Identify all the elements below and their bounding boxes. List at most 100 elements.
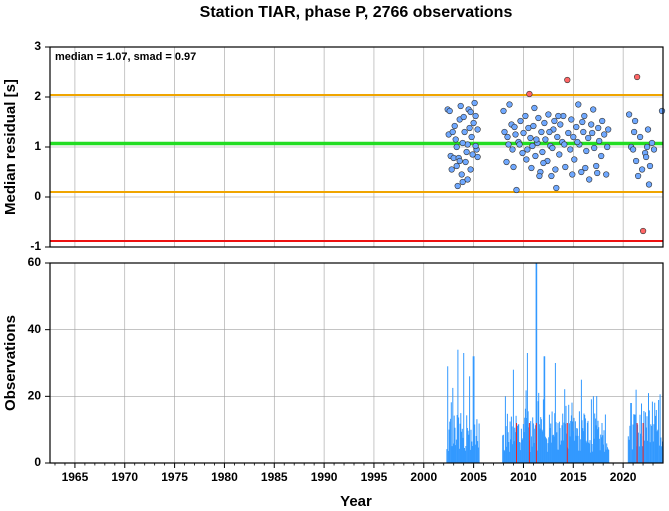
data-point-112 — [549, 144, 556, 152]
data-point-143 — [658, 107, 666, 115]
data-point-39 — [501, 128, 508, 136]
data-point-130 — [631, 117, 639, 125]
x-axis-label: Year — [340, 493, 372, 510]
data-point-111 — [540, 159, 547, 167]
data-point-146 — [642, 153, 650, 161]
data-point-17 — [462, 158, 469, 166]
data-point-144 — [645, 181, 653, 188]
data-point-9 — [454, 182, 461, 190]
data-point-35 — [467, 108, 474, 116]
data-point-21 — [466, 124, 473, 132]
data-point-56 — [528, 164, 535, 172]
data-point-33 — [472, 142, 479, 150]
data-point-57 — [530, 122, 537, 130]
data-point-46 — [513, 186, 520, 194]
data-point-72 — [551, 117, 558, 125]
data-point-82 — [567, 146, 574, 153]
data-point-14 — [459, 178, 466, 186]
x-tick-label-2020: 2020 — [610, 470, 637, 484]
data-point-120 — [504, 133, 511, 141]
median-smad-annotation: median = 1.07, smad = 0.97 — [55, 51, 196, 63]
data-point-98 — [593, 162, 600, 170]
data-point-36 — [456, 157, 463, 165]
data-point-115 — [569, 171, 576, 178]
bottom-y-tick-label-0: 0 — [34, 455, 41, 469]
data-point-104 — [603, 171, 610, 178]
data-point-140 — [646, 162, 654, 170]
data-point-42 — [506, 101, 513, 108]
data-point-101 — [598, 152, 605, 160]
data-point-1 — [446, 107, 453, 115]
x-ticks: 1965 1970 1975 1980 1985 1990 1995 2000 2005 2010… — [54, 463, 654, 484]
x-tick-label-1970: 1970 — [111, 470, 138, 484]
data-point-126 — [579, 118, 586, 126]
data-point-139 — [644, 126, 652, 133]
data-point-145 — [630, 128, 638, 136]
data-point-100 — [596, 137, 603, 145]
data-point-7 — [452, 136, 459, 143]
data-point-116 — [574, 138, 581, 146]
data-point-59 — [532, 152, 539, 160]
top-y-tick-label-2: 2 — [34, 89, 41, 103]
top-y-axis-label: Median residual [s] — [2, 79, 19, 215]
data-point-135 — [638, 166, 646, 173]
data-point-118 — [589, 129, 596, 137]
data-point-122 — [529, 142, 536, 150]
data-point-87 — [575, 101, 582, 108]
bottom-y-ticks: 0 20 40 60 — [28, 255, 50, 469]
data-point-66 — [542, 136, 549, 143]
data-point-16 — [461, 128, 468, 136]
x-tick-label-2015: 2015 — [560, 470, 587, 484]
data-point-86 — [573, 123, 580, 131]
data-point-65 — [541, 119, 548, 127]
data-point-113 — [555, 112, 562, 120]
data-point-52 — [524, 146, 531, 153]
data-point-89 — [578, 168, 585, 176]
data-point-32 — [464, 176, 471, 183]
data-point-30 — [453, 143, 460, 151]
data-point-70 — [548, 172, 555, 180]
data-point-131 — [632, 157, 640, 165]
x-tick-label-2010: 2010 — [510, 470, 537, 484]
data-point-4 — [448, 166, 455, 173]
data-point-51 — [522, 112, 529, 120]
top-scatter-points — [444, 73, 666, 235]
data-point-141 — [648, 139, 656, 147]
data-point-90 — [580, 128, 587, 136]
data-point-40 — [503, 158, 510, 166]
data-point-138 — [643, 143, 651, 151]
observation-bars — [446, 263, 663, 463]
x-tick-label-1980: 1980 — [211, 470, 238, 484]
data-point-75 — [556, 151, 563, 158]
data-point-8 — [453, 162, 460, 170]
data-point-123 — [536, 172, 543, 180]
data-point-136 — [639, 227, 647, 235]
data-point-105 — [604, 143, 611, 151]
data-point-38 — [500, 107, 507, 115]
data-point-110 — [533, 136, 540, 143]
data-point-12 — [457, 102, 464, 110]
data-point-94 — [586, 176, 593, 183]
data-point-54 — [526, 90, 533, 98]
data-point-119 — [594, 169, 601, 177]
data-point-132 — [633, 73, 641, 81]
data-point-45 — [512, 131, 519, 138]
data-point-6 — [451, 122, 458, 130]
top-y-ticks: -1 0 1 2 3 — [30, 39, 50, 253]
data-point-68 — [545, 111, 552, 118]
data-point-26 — [471, 99, 478, 107]
data-point-41 — [505, 141, 512, 148]
data-point-79 — [562, 163, 569, 171]
data-point-95 — [588, 121, 595, 128]
data-point-18 — [463, 148, 470, 156]
chart-title: Station TIAR, phase P, 2766 observations — [200, 4, 513, 21]
data-point-50 — [520, 129, 527, 137]
bottom-y-tick-label-60: 60 — [28, 255, 42, 269]
top-panel: -1 0 1 2 3 median = 1.07, smad = 0.97 Median… — [2, 39, 666, 253]
bottom-plot-area — [50, 263, 663, 463]
data-point-55 — [527, 134, 534, 142]
data-point-121 — [511, 123, 518, 131]
data-point-106 — [605, 126, 612, 133]
top-y-tick-label-1: 1 — [34, 139, 41, 153]
